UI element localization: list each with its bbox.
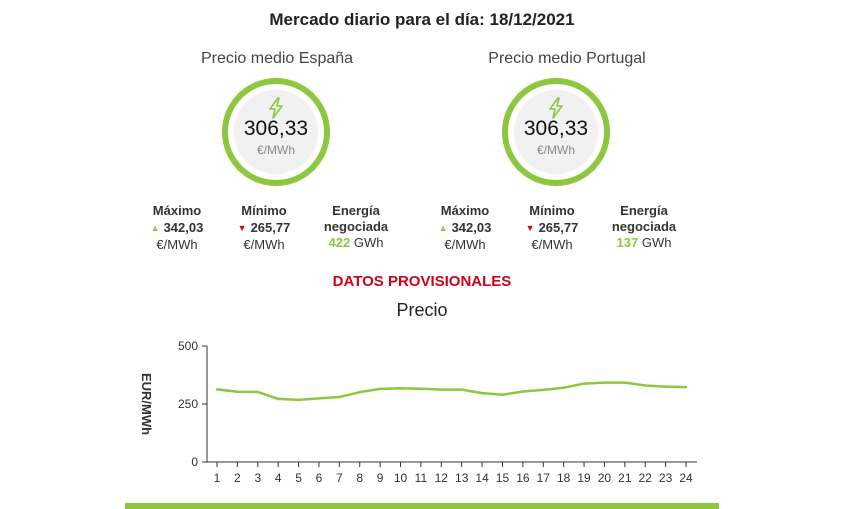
y-tick-label: 250 <box>178 397 198 411</box>
energy-label-2: negociada <box>611 219 677 234</box>
price-point <box>236 390 239 393</box>
gauge-inner: 306,33 €/MWh <box>235 91 317 173</box>
max-label: Máximo <box>152 203 202 218</box>
x-tick-label: 12 <box>435 471 449 485</box>
price-point <box>338 395 341 399</box>
x-tick-label: 22 <box>639 471 653 485</box>
x-tick-label: 14 <box>475 471 489 485</box>
x-tick-label: 15 <box>496 471 510 485</box>
portugal-average-price: 306,33 <box>523 117 589 140</box>
energy-label-2: negociada <box>323 219 389 234</box>
price-point <box>276 397 280 401</box>
lightning-bolt-icon <box>269 97 283 119</box>
chart-title: Precio <box>396 300 448 320</box>
page-title: Mercado diario para el día: 18/12/2021 <box>269 10 575 29</box>
x-tick-label: 2 <box>234 471 241 485</box>
triangle-up-icon: ▲ <box>438 223 448 233</box>
price-point <box>684 385 688 389</box>
max-unit: €/MWh <box>444 237 486 252</box>
x-tick-label: 1 <box>214 471 221 485</box>
provisional-data-notice: DATOS PROVISIONALES <box>332 273 512 290</box>
price-series-line <box>216 381 687 402</box>
max-value: ▲ 342,03 <box>150 220 204 235</box>
min-label: Mínimo <box>241 203 287 218</box>
gauge-inner: 306,33 €/MWh <box>515 91 597 173</box>
price-point <box>664 385 667 388</box>
x-tick-label: 20 <box>598 471 612 485</box>
max-unit: €/MWh <box>156 237 198 252</box>
price-point <box>460 388 463 391</box>
x-tick-label: 23 <box>659 471 673 485</box>
max-label: Máximo <box>440 203 490 218</box>
price-point <box>215 388 219 391</box>
min-value: ▼ 265,77 <box>525 220 579 235</box>
x-tick-label: 8 <box>356 471 363 485</box>
price-point <box>582 382 586 385</box>
price-point <box>256 390 259 394</box>
price-point <box>562 386 565 389</box>
portugal-panel-title: Precio medio Portugal <box>488 50 646 67</box>
price-point <box>542 388 545 392</box>
x-tick-label: 13 <box>455 471 469 485</box>
lightning-bolt-icon <box>549 97 563 119</box>
price-point <box>603 381 606 384</box>
price-point <box>521 390 525 393</box>
triangle-up-icon: ▲ <box>150 223 160 233</box>
max-value: ▲ 342,03 <box>438 220 492 235</box>
energy-label: Energía <box>332 203 380 218</box>
portugal-min-stat: Mínimo ▼ 265,77 €/MWh <box>514 203 590 253</box>
x-tick-label: 24 <box>679 471 693 485</box>
y-tick-label: 0 <box>191 455 198 469</box>
spain-price-unit: €/MWh <box>256 143 295 157</box>
min-unit: €/MWh <box>531 237 573 252</box>
spain-min-stat: Mínimo ▼ 265,77 €/MWh <box>226 203 302 253</box>
price-point <box>399 387 402 390</box>
spain-energy-stat: Energía negociada 422 GWh <box>311 203 401 251</box>
portugal-price-unit: €/MWh <box>536 143 575 157</box>
x-tick-label: 19 <box>577 471 591 485</box>
price-point <box>317 397 321 400</box>
energy-value: 137 GWh <box>616 235 672 250</box>
x-tick-label: 17 <box>537 471 551 485</box>
x-tick-label: 3 <box>254 471 261 485</box>
y-axis-label: EUR/MWh <box>139 373 154 435</box>
price-point <box>644 384 647 387</box>
y-tick-label: 500 <box>178 339 198 353</box>
energy-label: Energía <box>620 203 668 218</box>
price-point <box>480 391 484 395</box>
x-tick-label: 16 <box>516 471 530 485</box>
triangle-down-icon: ▼ <box>525 223 535 233</box>
spain-panel-title: Precio medio España <box>200 50 354 67</box>
price-point <box>501 393 504 396</box>
spain-average-price: 306,33 <box>243 117 309 140</box>
price-point <box>623 381 627 384</box>
portugal-energy-stat: Energía negociada 137 GWh <box>599 203 689 251</box>
price-point <box>297 398 300 402</box>
bottom-accent-bar <box>125 503 719 509</box>
x-tick-label: 10 <box>394 471 408 485</box>
x-tick-label: 4 <box>275 471 282 485</box>
portugal-price-gauge: 306,33 €/MWh <box>502 78 610 186</box>
triangle-down-icon: ▼ <box>237 223 247 233</box>
price-point <box>358 390 361 394</box>
energy-value: 422 GWh <box>328 235 384 250</box>
price-point <box>440 388 443 391</box>
min-label: Mínimo <box>529 203 575 218</box>
portugal-max-stat: Máximo ▲ 342,03 €/MWh <box>427 203 503 253</box>
x-tick-label: 6 <box>316 471 323 485</box>
x-tick-label: 18 <box>557 471 571 485</box>
spain-price-gauge: 306,33 €/MWh <box>222 78 330 186</box>
x-tick-label: 21 <box>618 471 632 485</box>
spain-max-stat: Máximo ▲ 342,03 €/MWh <box>139 203 215 253</box>
x-tick-label: 11 <box>415 471 428 485</box>
min-unit: €/MWh <box>243 237 285 252</box>
x-tick-label: 9 <box>377 471 384 485</box>
min-value: ▼ 265,77 <box>237 220 291 235</box>
x-tick-label: 5 <box>295 471 302 485</box>
price-point <box>378 387 382 391</box>
price-point <box>419 387 423 390</box>
x-tick-label: 7 <box>336 471 343 485</box>
